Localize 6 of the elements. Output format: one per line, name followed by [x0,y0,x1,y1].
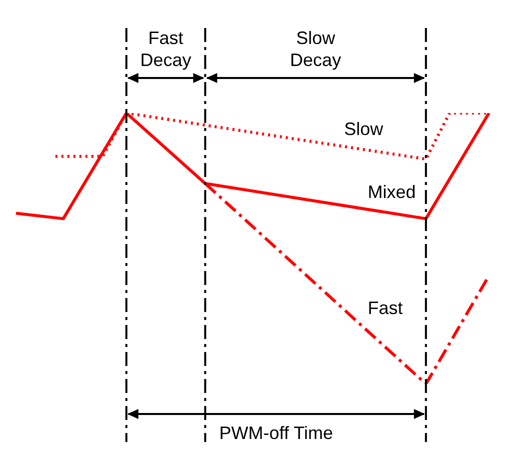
text: PWM-off Time [219,422,333,443]
series-label: Fast [368,298,403,318]
series-label: Slow [344,119,384,140]
text: Slow Decay [290,28,342,70]
text: Fast Decay [140,28,192,70]
series-label: Mixed [368,182,416,202]
